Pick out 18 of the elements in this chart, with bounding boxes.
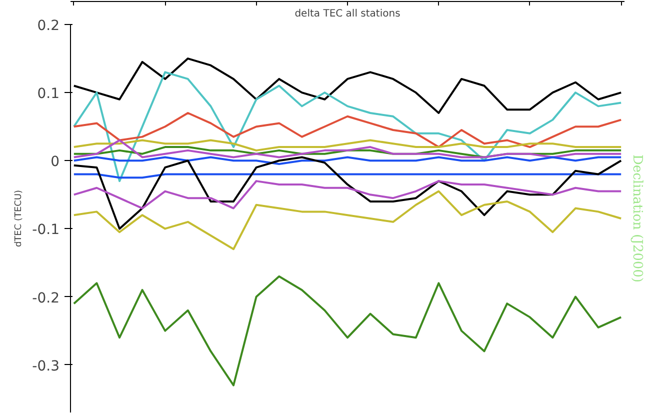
line-series	[72, 139, 622, 152]
line-series	[72, 139, 622, 158]
y-tick-label: 0.1	[37, 86, 60, 102]
y-tick-label: 0	[50, 154, 60, 170]
y-tick-label: 0.2	[37, 18, 60, 34]
line-series	[72, 112, 622, 148]
y-tick-label: -0.1	[32, 222, 60, 238]
y-axis-title: dTEC (TECU)	[14, 190, 24, 248]
line-series	[72, 180, 622, 210]
line-series	[72, 71, 622, 182]
line-series	[72, 58, 622, 114]
line-series	[72, 190, 622, 250]
chart-title: delta TEC all stations	[294, 8, 400, 20]
y-tick-label: -0.3	[32, 358, 60, 374]
line-series	[72, 275, 622, 386]
line-series	[72, 156, 622, 230]
y-tick-label: -0.2	[32, 290, 60, 306]
y2-axis-title: Declination (J2000)	[630, 154, 644, 283]
